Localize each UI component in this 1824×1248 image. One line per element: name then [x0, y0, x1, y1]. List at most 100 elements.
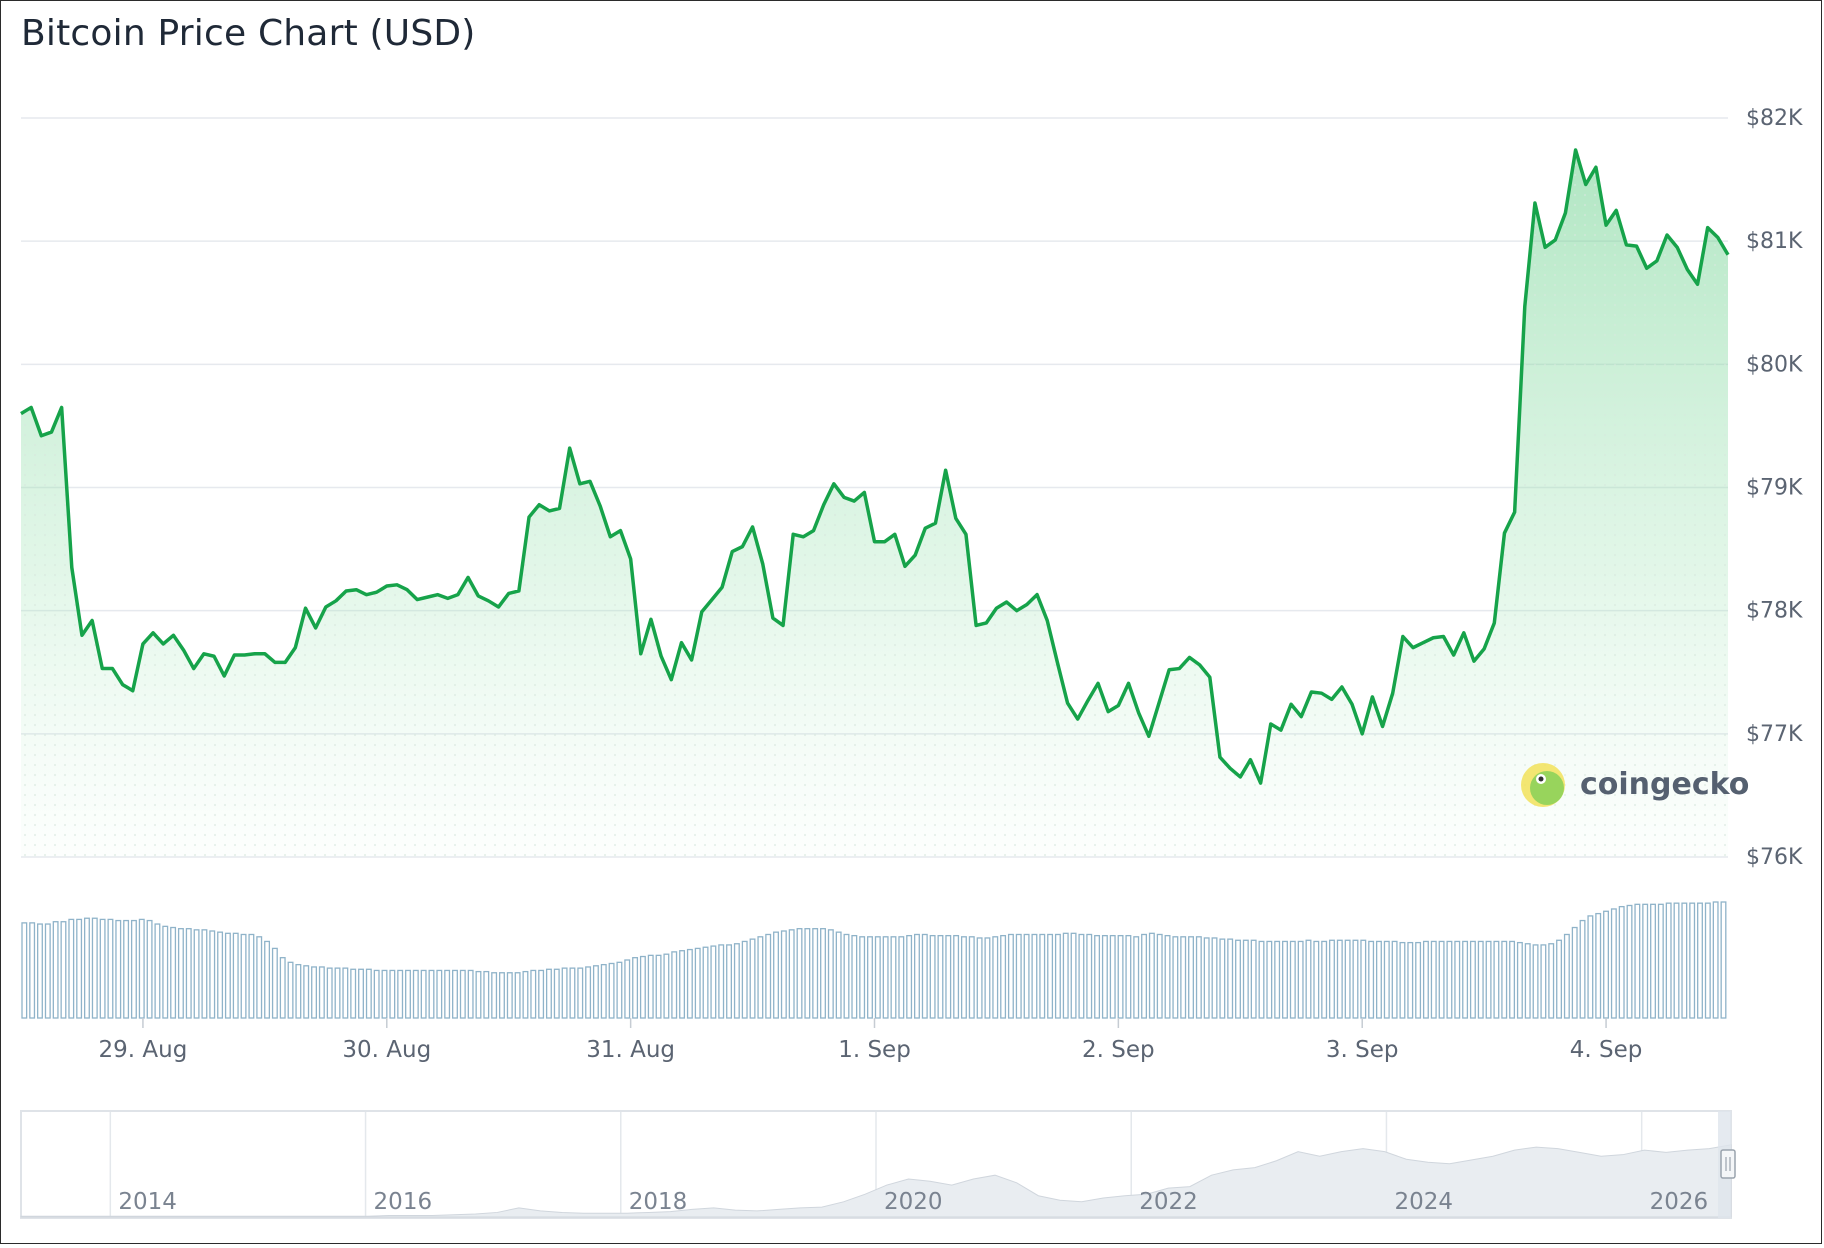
volume-bar: [1587, 915, 1594, 1019]
volume-bar: [177, 928, 184, 1019]
volume-bar: [726, 944, 732, 1019]
volume-bar: [1469, 940, 1476, 1019]
volume-bar: [679, 950, 686, 1019]
volume-bar: [553, 968, 560, 1019]
navigator-price-area: [20, 1144, 1732, 1218]
navigator-tick-label: 2024: [1394, 1189, 1453, 1215]
volume-bar: [60, 921, 67, 1019]
volume-bar: [632, 957, 639, 1019]
volume-bar: [1211, 937, 1218, 1019]
navigator-handle[interactable]: [1720, 1149, 1736, 1179]
volume-bar: [1321, 940, 1328, 1019]
volume-bar: [1031, 933, 1038, 1019]
volume-bar: [1274, 940, 1281, 1019]
volume-bar: [1141, 933, 1148, 1019]
volume-bar: [585, 966, 592, 1019]
volume-bar: [52, 921, 59, 1019]
volume-bar: [960, 936, 967, 1019]
volume-bar: [264, 940, 271, 1019]
volume-bar: [694, 947, 701, 1019]
volume-bar: [718, 944, 725, 1019]
volume-bar: [1047, 933, 1054, 1019]
y-tick-label: $76K: [1746, 845, 1803, 870]
volume-bar: [1618, 905, 1625, 1019]
volume-bar: [937, 934, 944, 1019]
volume-bar: [1391, 940, 1398, 1019]
volume-bar: [1485, 940, 1492, 1019]
volume-bar: [1571, 926, 1578, 1019]
volume-bar: [138, 918, 145, 1019]
volume-bar: [162, 925, 169, 1019]
volume-bar: [1289, 940, 1296, 1019]
coingecko-gecko-icon: [1521, 763, 1565, 807]
volume-bar: [1634, 903, 1641, 1019]
navigator-tick-label: 2022: [1139, 1189, 1198, 1215]
volume-bar: [780, 930, 787, 1019]
volume-bar: [29, 922, 36, 1019]
volume-bar: [1642, 903, 1649, 1019]
volume-bar: [1133, 936, 1140, 1019]
volume-bar: [397, 969, 404, 1019]
volume-bar: [1203, 937, 1210, 1019]
volume-bar: [1540, 944, 1547, 1019]
volume-bar: [420, 969, 427, 1019]
y-tick-label: $77K: [1746, 722, 1803, 747]
volume-bar: [1477, 940, 1484, 1019]
volume-bar: [83, 917, 90, 1019]
volume-bar: [459, 969, 466, 1019]
volume-bar: [91, 917, 98, 1019]
price-area-texture: [21, 150, 1728, 857]
volume-bar: [342, 967, 349, 1019]
volume-bar: [1125, 934, 1132, 1019]
x-tick-label: 31. Aug: [586, 1037, 675, 1063]
x-axis: 29. Aug 30. Aug 31. Aug 1. Sep 2. Sep 3. Sep 4…: [99, 1018, 1642, 1063]
volume-bar: [945, 934, 952, 1019]
volume-bar: [1681, 902, 1688, 1019]
volume-bar: [898, 936, 905, 1019]
volume-bar: [1235, 939, 1241, 1019]
volume-bar: [624, 959, 631, 1019]
volume-bar: [303, 965, 310, 1019]
volume-bar: [561, 967, 568, 1019]
volume-bar: [295, 963, 302, 1019]
x-tick-label: 29. Aug: [99, 1037, 188, 1063]
volume-bar: [1509, 940, 1516, 1019]
volume-bar: [874, 936, 881, 1019]
volume-bar: [256, 936, 263, 1019]
coingecko-watermark: coingecko: [1521, 763, 1749, 807]
range-navigator[interactable]: 2014 2016 2018 2020 2022 2024 2026: [20, 1110, 1736, 1219]
navigator-tick-label: 2016: [374, 1189, 433, 1215]
volume-bar: [1603, 910, 1609, 1019]
volume-bar: [1650, 903, 1656, 1019]
volume-bar: [1227, 938, 1234, 1019]
volume-bar: [1336, 939, 1343, 1019]
volume-bar: [1493, 940, 1500, 1019]
volume-bar: [749, 938, 756, 1019]
volume-bar: [929, 934, 936, 1019]
volume-bar: [1375, 940, 1382, 1019]
volume-bars: [21, 901, 1727, 1019]
volume-bar: [217, 931, 224, 1019]
volume-bar: [1078, 933, 1085, 1019]
volume-bar: [1430, 940, 1437, 1019]
volume-bar: [1023, 933, 1030, 1019]
volume-bar: [209, 930, 216, 1019]
volume-bar: [953, 934, 960, 1019]
volume-bar: [530, 969, 537, 1019]
volume-bar: [412, 969, 419, 1019]
volume-bar: [1039, 933, 1046, 1019]
volume-bar: [1704, 902, 1711, 1019]
coingecko-wordmark: coingecko: [1580, 767, 1749, 802]
volume-bar: [318, 966, 325, 1019]
volume-bar: [1007, 933, 1014, 1019]
y-tick-label: $79K: [1746, 476, 1803, 501]
volume-bar: [1626, 904, 1633, 1019]
volume-bar: [1070, 932, 1077, 1019]
volume-bar: [812, 928, 819, 1019]
volume-bar: [859, 936, 866, 1019]
volume-bar: [639, 955, 646, 1019]
volume-bar: [788, 929, 795, 1019]
volume-bar: [1188, 936, 1194, 1019]
volume-bar: [1352, 939, 1359, 1019]
volume-bar: [1368, 940, 1375, 1019]
